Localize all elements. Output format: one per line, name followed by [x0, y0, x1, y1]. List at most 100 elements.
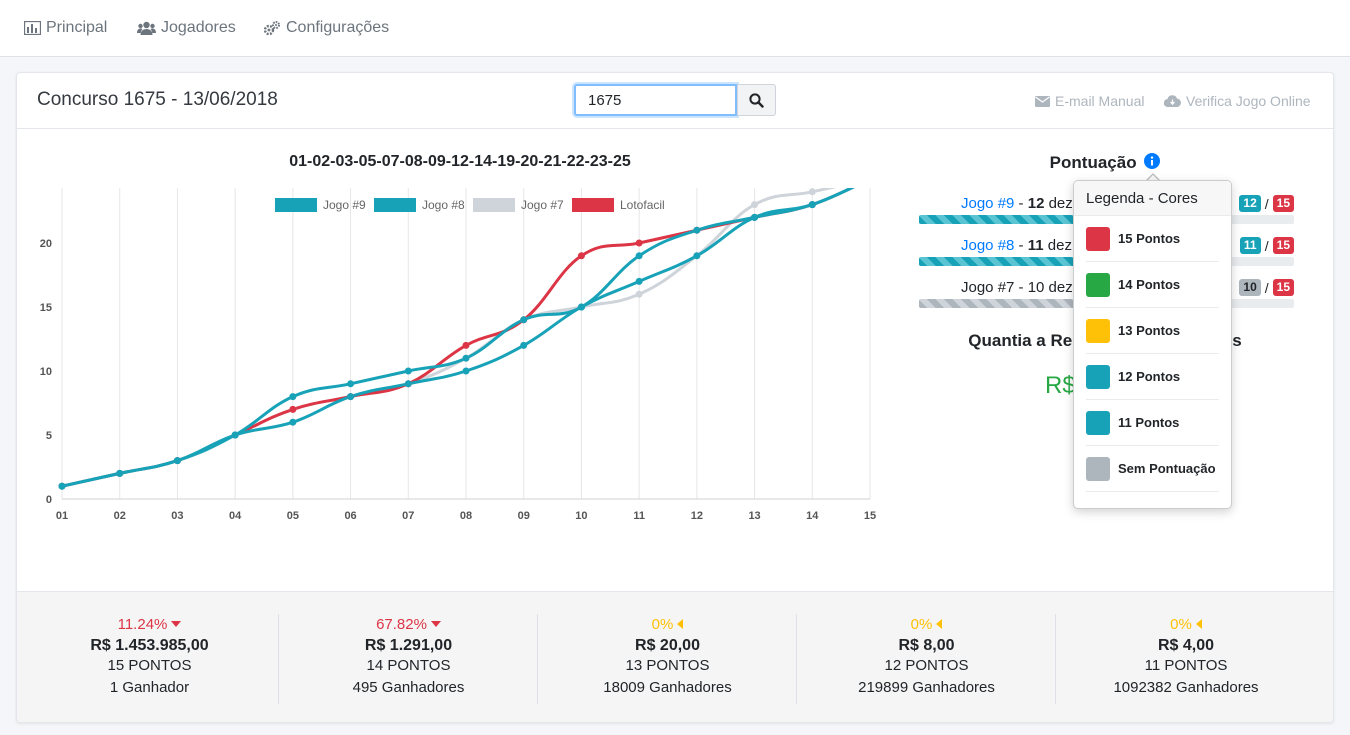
data-point — [635, 252, 643, 260]
jogo-7-progress-fill — [919, 299, 1170, 308]
jogo-9-suffix: dez — [1044, 195, 1073, 212]
nav-configuracoes-label: Configurações — [286, 19, 390, 36]
data-point — [231, 431, 239, 439]
legend-swatch — [1086, 318, 1110, 343]
badge-slash: / — [1264, 279, 1269, 296]
x-tick-label: 15 — [864, 510, 876, 522]
jogo-7-hits-badge: 10 — [1239, 279, 1261, 296]
y-tick-label: 10 — [40, 366, 52, 378]
data-point — [289, 405, 297, 413]
data-point — [635, 277, 643, 285]
legend-swatch — [1086, 272, 1110, 297]
x-tick-label: 06 — [344, 510, 356, 522]
users-icon — [137, 21, 156, 35]
prize-column: 11.24% R$ 1.453.985,00 15 PONTOS 1 Ganhador — [21, 614, 279, 704]
y-tick-label: 15 — [40, 302, 52, 314]
jogo-8-label: Jogo #8 - 11 dez — [961, 237, 1072, 254]
jogo-8-progress-fill — [919, 257, 1194, 266]
jogo-9-hits-badge: 12 — [1239, 195, 1261, 212]
prize-percent: 0% — [1057, 614, 1315, 634]
prize-percent: 0% — [539, 614, 796, 634]
data-point — [577, 252, 585, 260]
jogo-9-hits: 12 — [1027, 195, 1045, 212]
legend-swatch — [275, 198, 317, 212]
data-point — [520, 316, 528, 324]
legend-item: 15 Pontos — [1086, 216, 1219, 262]
prize-column: 0% R$ 4,00 11 PONTOS 1092382 Ganhadores — [1057, 614, 1315, 704]
prize-pontos: 15 PONTOS — [107, 657, 192, 674]
jogo-9-link[interactable]: Jogo #9 — [961, 195, 1015, 212]
verifica-jogo-label: Verifica Jogo Online — [1186, 93, 1311, 109]
prize-percent-value: 0% — [910, 615, 933, 633]
jogo-8-badges: 11/15 — [1239, 237, 1294, 254]
prize-amount: R$ 4,00 — [1157, 637, 1215, 654]
jogo-8-hits-badge: 11 — [1239, 237, 1261, 254]
jogo-9-sep: - — [1014, 195, 1028, 212]
quantia-title-start: Quantia a Re — [968, 331, 1073, 350]
search-button[interactable] — [737, 84, 776, 116]
legend-item: 14 Pontos — [1086, 262, 1219, 308]
quantia-title: Quantia a Re s — [917, 331, 1293, 351]
prize-pontos: 11 PONTOS — [1144, 657, 1228, 674]
prize-pontos: 12 PONTOS — [884, 657, 969, 674]
nav-configuracoes[interactable]: Configurações — [263, 19, 389, 37]
data-point — [347, 393, 355, 401]
x-tick-label: 05 — [287, 510, 299, 522]
verifica-jogo-link[interactable]: Verifica Jogo Online — [1164, 93, 1311, 109]
prize-pontos: 14 PONTOS — [366, 657, 451, 674]
legend-label: Jogo #7 — [521, 198, 564, 212]
pontuacao-title: Pontuação — [917, 153, 1293, 173]
legend-label: 13 Pontos — [1118, 323, 1181, 338]
jogo-7-label: Jogo #7 - 10 dez — [961, 279, 1073, 296]
badge-slash: / — [1264, 237, 1269, 254]
x-tick-label: 08 — [460, 510, 472, 522]
nav-principal[interactable]: Principal — [24, 19, 107, 37]
legend-swatch — [1086, 364, 1110, 389]
jogo-9-progress-fill — [919, 215, 1219, 224]
caret-down-icon — [171, 621, 182, 627]
legend-swatch — [374, 198, 416, 212]
nav-jogadores[interactable]: Jogadores — [137, 19, 236, 37]
data-point — [462, 354, 470, 362]
x-tick-label: 10 — [575, 510, 587, 522]
envelope-icon — [1035, 95, 1050, 107]
data-point — [577, 303, 585, 311]
email-manual-label: E-mail Manual — [1055, 93, 1145, 109]
jogo-9-badges: 12/15 — [1239, 195, 1294, 212]
search-input[interactable] — [574, 84, 737, 116]
prize-percent: 67.82% — [280, 614, 537, 634]
bar-chart-icon — [24, 21, 41, 35]
prize-percent-value: 11.24% — [117, 615, 168, 633]
legend-item: 13 Pontos — [1086, 308, 1219, 354]
data-point — [462, 367, 470, 375]
legend-swatch — [1086, 226, 1110, 251]
data-point — [635, 290, 643, 298]
legend-label: 12 Pontos — [1118, 369, 1181, 384]
data-point — [173, 457, 181, 465]
legend-label: 15 Pontos — [1118, 231, 1181, 246]
legend-label: Jogo #9 — [323, 198, 366, 212]
pontuacao-title-text: Pontuação — [1049, 153, 1137, 172]
data-point — [635, 239, 643, 247]
email-manual-link[interactable]: E-mail Manual — [1035, 93, 1144, 109]
x-tick-label: 02 — [114, 510, 126, 522]
legend-swatch — [572, 198, 614, 212]
caret-left-icon — [677, 619, 684, 629]
y-tick-label: 0 — [46, 494, 52, 506]
data-point — [808, 188, 816, 196]
legend-swatch — [473, 198, 515, 212]
quantia-value: R$ — [1045, 372, 1076, 399]
data-point — [289, 393, 297, 401]
jogo-8-link[interactable]: Jogo #8 — [961, 237, 1015, 254]
prize-amount: R$ 20,00 — [635, 637, 700, 654]
prize-percent-value: 67.82% — [376, 615, 427, 633]
jogo-7-total-badge: 15 — [1272, 279, 1294, 296]
legend-label: Sem Pontuação — [1118, 461, 1216, 476]
legend-label: 11 Pontos — [1118, 415, 1180, 430]
prize-ganhadores: 495 Ganhadores — [352, 679, 465, 696]
jogo-7-badges: 10/15 — [1239, 279, 1294, 296]
x-tick-label: 12 — [691, 510, 703, 522]
jogo-8-hits: 11 — [1027, 237, 1044, 254]
info-icon[interactable] — [1144, 153, 1161, 169]
prize-column: 0% R$ 8,00 12 PONTOS 219899 Ganhadores — [798, 614, 1056, 704]
